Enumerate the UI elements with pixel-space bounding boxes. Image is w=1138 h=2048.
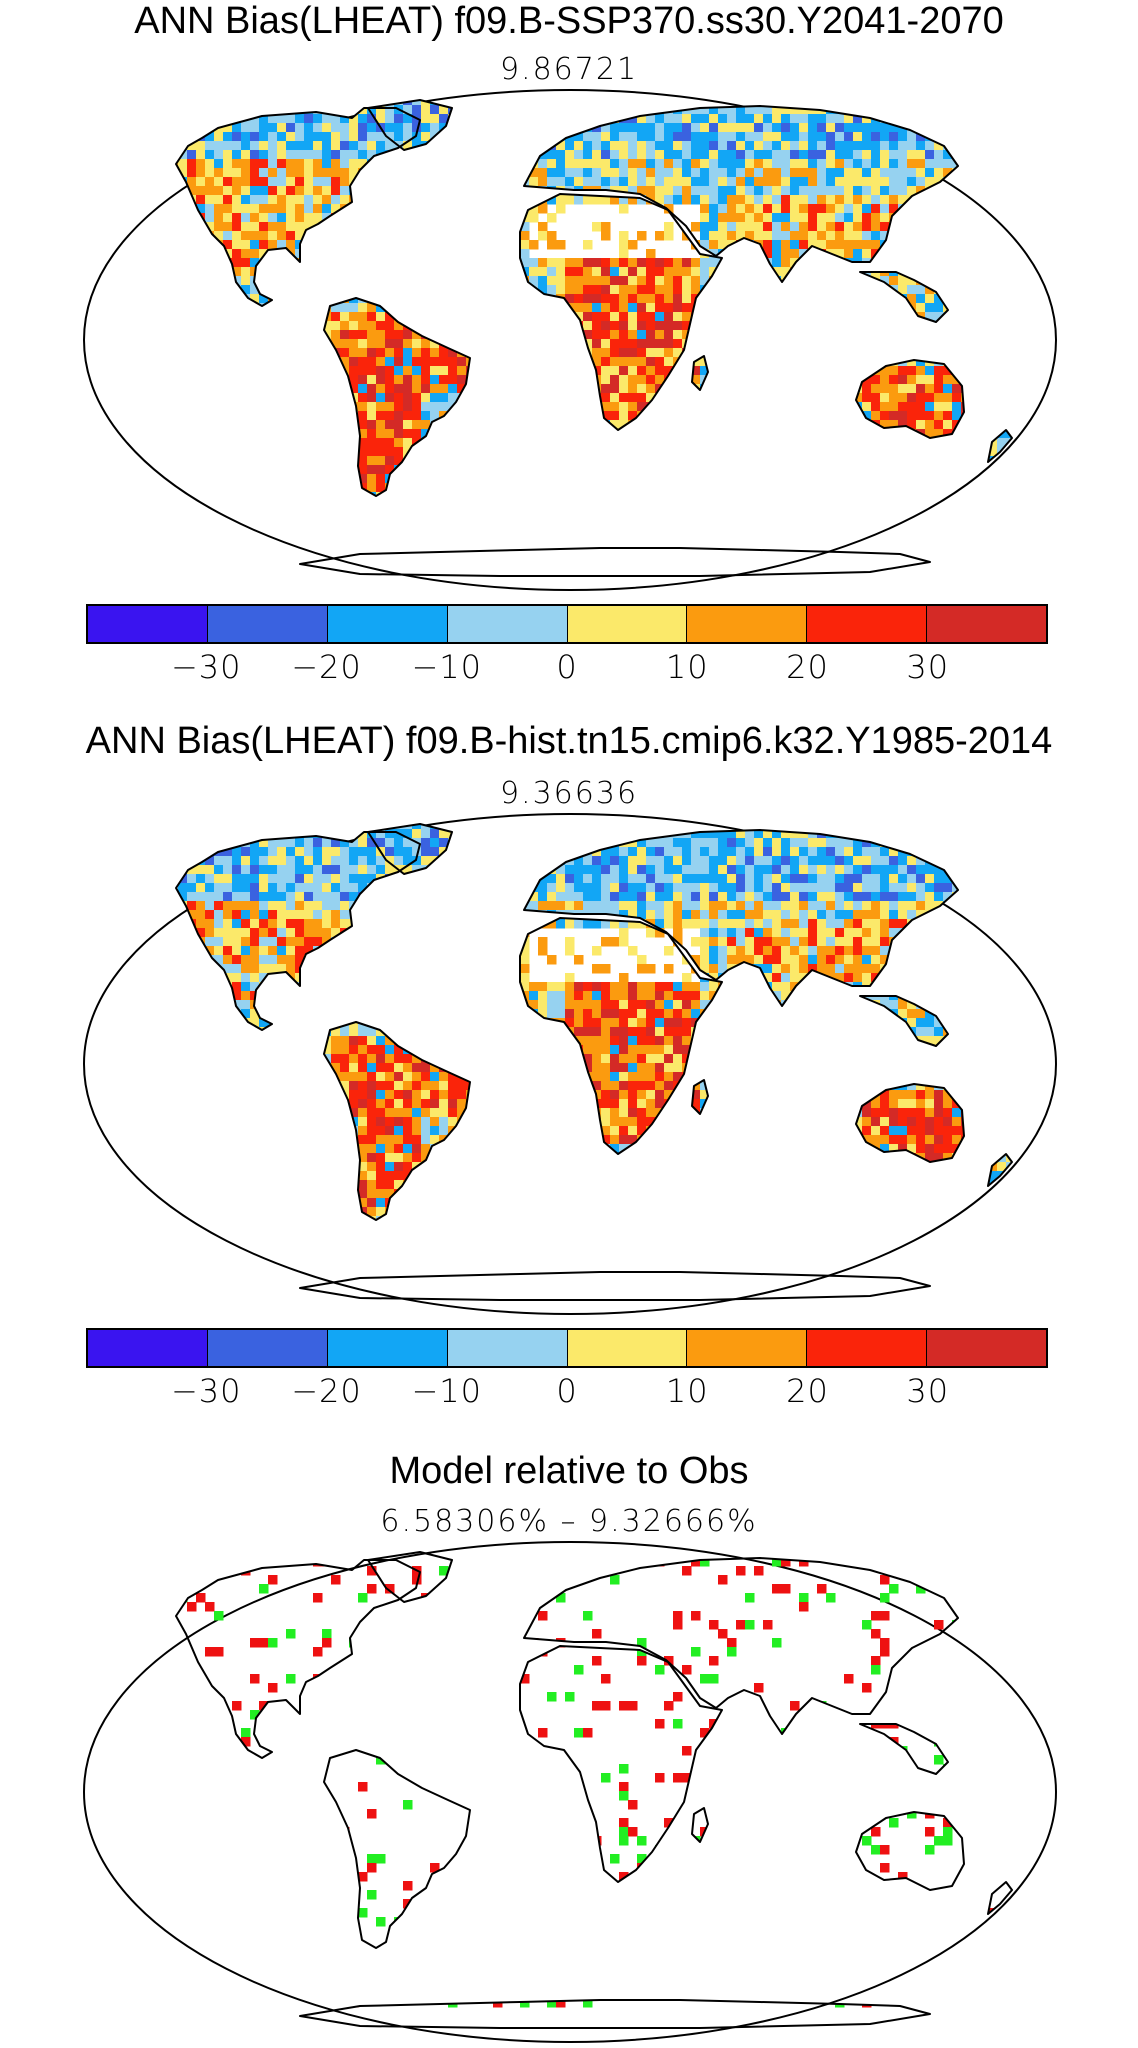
colorbar-tick-label: 0 [556,648,578,686]
colorbar-2 [86,1328,1048,1368]
coastline-antarctica [299,1999,931,2029]
coastline-africa [519,917,723,1155]
coastline-greenland [367,99,453,151]
coastline-samerica [323,297,471,497]
colorbar-swatch [927,1330,1046,1366]
colorbar-tick-label: 10 [665,648,709,686]
coastline-eurasia [523,829,959,1007]
coastline-australia [855,359,965,439]
coastline-antarctica [299,1271,931,1301]
colorbar-swatch [687,1330,808,1366]
coastline-africa [519,1645,723,1883]
colorbar-1-labels: −30 −20 −10 0 10 20 30 [0,648,1138,692]
coastline-namerica [175,1559,421,1759]
coastline-africa [519,193,723,431]
coastline-namerica [175,831,421,1031]
colorbar-1 [86,604,1048,644]
colorbar-tick-label: 20 [786,1372,829,1410]
colorbar-tick-label: 30 [906,648,950,686]
coastline-madagascar [691,1807,709,1843]
coastline-madagascar [691,355,709,391]
coastline-sasia [859,271,949,323]
coastline-greenland [367,823,453,875]
colorbar-swatch [327,1330,448,1366]
map-panel-3 [83,1541,1057,2043]
coastline-nz [987,1881,1013,1915]
panel-1-rmse: 9.86721 [499,52,639,87]
panel-2-title: ANN Bias(LHEAT) f09.B-hist.tn15.cmip6.k3… [85,720,1053,762]
coastline-sasia [859,1723,949,1775]
colorbar-tick-label: −10 [411,648,483,686]
coastline-samerica [323,1749,471,1949]
colorbar-tick-label: 10 [665,1372,709,1410]
colorbar-2-labels: −30 −20 −10 0 10 20 30 [0,1372,1138,1416]
colorbar-tick-label: −30 [170,648,242,686]
colorbar-tick-label: 0 [556,1372,578,1410]
panel-3-title: Model relative to Obs [389,1450,749,1492]
colorbar-swatch [88,1330,208,1366]
coastline-australia [855,1811,965,1891]
panel-1-title: ANN Bias(LHEAT) f09.B-SSP370.ss30.Y2041-… [134,0,1004,42]
panel-2-rmse: 9.36636 [499,776,639,811]
coastline-samerica [323,1021,471,1221]
coastline-antarctica [299,547,931,577]
colorbar-swatch [807,1330,928,1366]
colorbar-swatch [927,606,1046,642]
colorbar-tick-label: 30 [906,1372,950,1410]
panel-3-range: 6.58306% – 9.32666% [380,1504,758,1539]
coastline-namerica [175,107,421,307]
colorbar-tick-label: −10 [411,1372,483,1410]
colorbar-swatch [687,606,808,642]
map-panel-1 [83,89,1057,591]
colorbar-tick-label: −20 [291,648,362,686]
colorbar-swatch [207,606,328,642]
colorbar-swatch [447,606,568,642]
colorbar-swatch [567,1330,688,1366]
coastline-greenland [367,1551,453,1603]
colorbar-swatch [807,606,928,642]
globe-outline [83,1541,1057,2043]
coastline-australia [855,1083,965,1163]
colorbar-swatch [567,606,688,642]
colorbar-tick-label: 20 [786,648,829,686]
colorbar-tick-label: −20 [291,1372,362,1410]
coastline-sasia [859,995,949,1047]
colorbar-swatch [207,1330,328,1366]
coastline-eurasia [523,105,959,283]
colorbar-swatch [447,1330,568,1366]
colorbar-tick-label: −30 [170,1372,242,1410]
coastline-eurasia [523,1557,959,1735]
coastline-madagascar [691,1079,709,1115]
colorbar-swatch [327,606,448,642]
colorbar-swatch [88,606,208,642]
coastline-nz [987,429,1013,463]
coastline-nz [987,1153,1013,1187]
map-panel-2 [83,813,1057,1315]
